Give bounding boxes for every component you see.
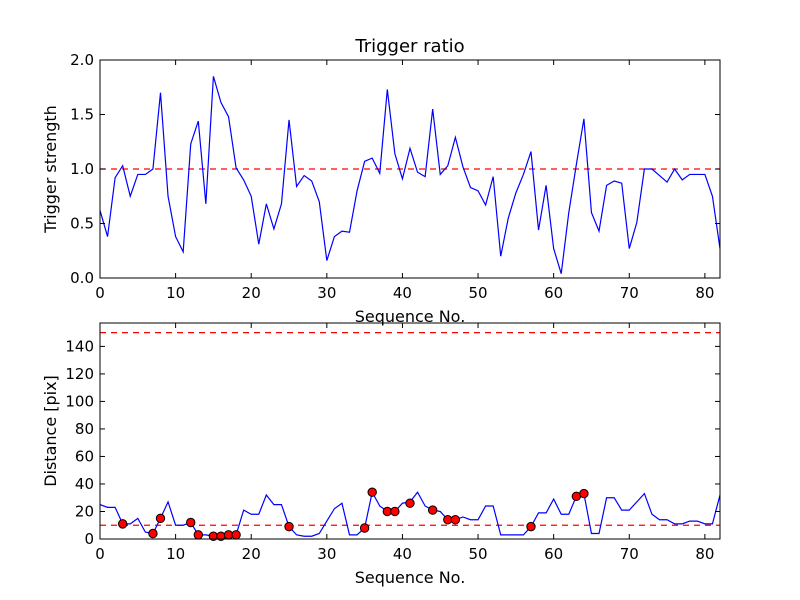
data-point (284, 521, 294, 532)
data-point (526, 521, 536, 532)
series-line (100, 76, 720, 274)
y-tick-label: 140 (65, 337, 94, 355)
data-point (359, 523, 370, 533)
data-point (231, 530, 241, 540)
x-tick-label: 40 (393, 284, 412, 302)
y-tick-label: 40 (75, 475, 94, 493)
y-tick-label: 60 (75, 447, 94, 465)
data-point (427, 505, 438, 515)
x-tick-label: 30 (317, 545, 336, 563)
x-tick-label: 70 (620, 284, 639, 302)
data-point (117, 519, 128, 529)
plot-area (100, 76, 720, 274)
data-point (579, 488, 589, 499)
y-tick-label: 100 (65, 392, 94, 410)
y-axis-label: Trigger strength (41, 105, 60, 234)
chart-title: Trigger ratio (354, 36, 464, 57)
x-tick-label: 40 (393, 545, 412, 563)
x-tick-label: 70 (620, 545, 639, 563)
y-tick-label: 1.0 (70, 160, 94, 178)
data-point (450, 515, 461, 525)
y-tick-label: 0.0 (70, 269, 94, 287)
y-tick-label: 0.5 (70, 215, 94, 233)
x-tick-label: 50 (469, 284, 488, 302)
x-tick-label: 60 (544, 545, 563, 563)
y-axis-label: Distance [pix] (41, 375, 60, 487)
x-tick-label: 10 (166, 284, 185, 302)
chart-panel-1: 0 10 20 30 40 50 60 70 80 0.0 0.5 1.0 1.5 2.0 Trigger … (41, 36, 721, 326)
x-tick-label: 50 (469, 545, 488, 563)
axes-frame (99, 322, 721, 540)
chart-panel-2: 0 10 20 30 40 50 60 70 80 0 20 40 60 80 100 120 140 Seque… (41, 322, 721, 587)
x-tick-label: 60 (544, 284, 563, 302)
data-point (148, 528, 158, 539)
x-axis-label: Sequence No. (355, 307, 466, 326)
data-point (186, 517, 196, 528)
y-tick-label: 1.5 (70, 106, 94, 124)
x-tick-label: 20 (242, 545, 261, 563)
y-tick-label: 2.0 (70, 51, 94, 69)
x-tick-label: 30 (317, 284, 336, 302)
y-tick-label: 120 (65, 365, 94, 383)
data-point (390, 506, 400, 517)
x-tick-label: 0 (95, 284, 105, 302)
x-axis-label: Sequence No. (355, 568, 466, 587)
x-tick-label: 10 (166, 545, 185, 563)
y-tick-label: 0 (84, 530, 94, 548)
y-tick-label: 80 (75, 420, 94, 438)
data-point (193, 530, 203, 540)
y-tick-label: 20 (75, 502, 94, 520)
data-point (367, 487, 377, 497)
x-tick-label: 80 (695, 545, 714, 563)
x-tick-label: 80 (695, 284, 714, 302)
data-point (155, 513, 166, 524)
x-tick-label: 0 (95, 545, 105, 563)
x-tick-label: 20 (242, 284, 261, 302)
data-point (405, 498, 415, 508)
